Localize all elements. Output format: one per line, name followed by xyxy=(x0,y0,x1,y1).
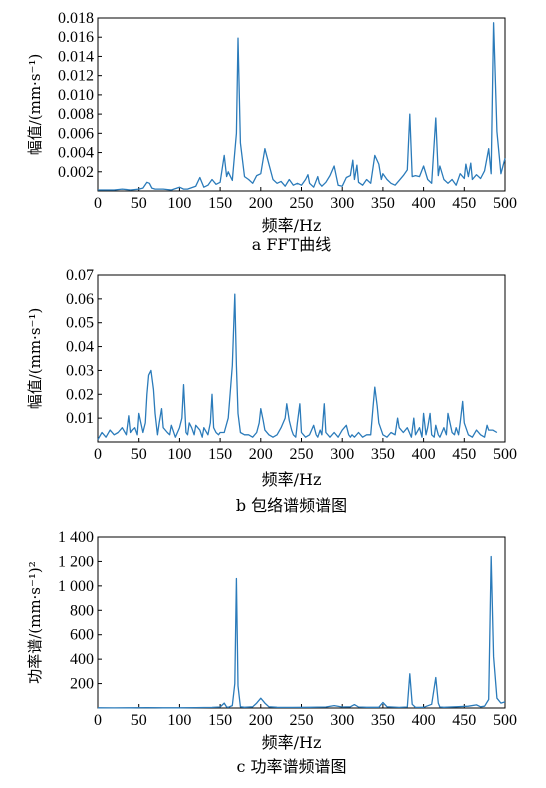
envelope-x-tick-label: 200 xyxy=(249,446,273,463)
fft-caption: a FFT曲线 xyxy=(252,235,332,254)
power-x-tick-label: 200 xyxy=(249,712,273,729)
fft-y-tick-label: 0.014 xyxy=(58,48,94,65)
fft-x-tick-label: 300 xyxy=(330,195,354,212)
power-series-line xyxy=(97,555,506,709)
power-x-axis-label: 频率/Hz xyxy=(262,733,322,752)
envelope-x-tick-label: 300 xyxy=(330,446,354,463)
envelope-y-tick-label: 0.01 xyxy=(66,410,94,427)
fft-y-tick-label: 0.008 xyxy=(58,106,94,123)
fft-x-tick-label: 150 xyxy=(208,195,232,212)
envelope-y-tick-label: 0.03 xyxy=(66,362,94,379)
power-x-tick-label: 50 xyxy=(131,712,147,729)
fft-x-tick-label: 250 xyxy=(290,195,314,212)
power-x-tick-label: 500 xyxy=(493,712,517,729)
fft-y-tick-label: 0.016 xyxy=(58,29,94,46)
power-y-tick-label: 1 000 xyxy=(58,578,94,595)
power-y-tick-label: 200 xyxy=(70,676,94,693)
envelope-spectrum-chart: 0 50 100 150 200 250 300 350 400 450 500 0.01 0.02 0.… xyxy=(26,267,517,515)
envelope-x-tick-label: 0 xyxy=(94,446,102,463)
fft-x-tick-label: 400 xyxy=(412,195,436,212)
power-y-tick-label: 1 200 xyxy=(58,553,94,570)
power-y-tick-label: 400 xyxy=(70,651,94,668)
fft-plot-frame xyxy=(97,17,506,192)
envelope-x-tick-label: 150 xyxy=(208,446,232,463)
power-x-tick-label: 250 xyxy=(290,712,314,729)
envelope-y-tick-label: 0.06 xyxy=(66,291,94,308)
power-spectrum-chart: 0 50 100 150 200 250 300 350 400 450 500 200 400 600 8… xyxy=(26,529,517,776)
envelope-caption: b 包络谱频谱图 xyxy=(236,496,347,515)
fft-x-axis-label: 频率/Hz xyxy=(262,216,322,235)
envelope-x-tick-label: 450 xyxy=(452,446,476,463)
power-x-tick-label: 350 xyxy=(371,712,395,729)
power-x-tick-label: 0 xyxy=(94,712,102,729)
fft-x-tick-label: 450 xyxy=(452,195,476,212)
fft-x-tick-label: 350 xyxy=(371,195,395,212)
envelope-y-axis-label: 幅值/(mm·s⁻¹) xyxy=(26,308,44,410)
envelope-x-tick-label: 400 xyxy=(412,446,436,463)
envelope-y-tick-label: 0.05 xyxy=(66,315,94,332)
power-caption: c 功率谱频谱图 xyxy=(236,757,346,776)
power-y-tick-label: 600 xyxy=(70,627,94,644)
power-x-tick-label: 400 xyxy=(412,712,436,729)
envelope-x-tick-label: 50 xyxy=(131,446,147,463)
power-plot-frame xyxy=(97,536,506,709)
fft-x-tick-label: 50 xyxy=(131,195,147,212)
fft-y-tick-label: 0.004 xyxy=(58,145,94,162)
power-x-tick-label: 150 xyxy=(208,712,232,729)
envelope-x-axis-label: 频率/Hz xyxy=(262,470,322,489)
fft-x-tick-label: 500 xyxy=(493,195,517,212)
envelope-y-tick-label: 0.02 xyxy=(66,386,94,403)
power-y-tick-label: 800 xyxy=(70,602,94,619)
envelope-series-line xyxy=(97,293,498,440)
envelope-x-tick-label: 500 xyxy=(493,446,517,463)
envelope-y-tick-label: 0.07 xyxy=(66,267,94,284)
fft-y-axis-label: 幅值/(mm·s⁻¹) xyxy=(26,54,44,156)
power-y-axis-label: 功率谱/(mm·s⁻¹)² xyxy=(26,561,44,684)
fft-y-tick-label: 0.018 xyxy=(58,10,94,27)
power-x-tick-label: 100 xyxy=(167,712,191,729)
power-y-tick-label: 1 400 xyxy=(58,529,94,546)
envelope-x-tick-label: 100 xyxy=(167,446,191,463)
power-x-tick-label: 300 xyxy=(330,712,354,729)
fft-x-tick-label: 100 xyxy=(167,195,191,212)
envelope-x-tick-label: 250 xyxy=(290,446,314,463)
fft-series-line xyxy=(98,22,506,191)
fft-y-tick-label: 0.002 xyxy=(58,164,94,181)
fft-y-tick-label: 0.010 xyxy=(58,87,94,104)
envelope-y-tick-label: 0.04 xyxy=(66,339,94,356)
envelope-x-tick-label: 350 xyxy=(371,446,395,463)
power-x-tick-label: 450 xyxy=(452,712,476,729)
fft-x-tick-label: 200 xyxy=(249,195,273,212)
fft-chart: 0 50 100 150 200 250 300 350 400 450 500 0.002 0.004… xyxy=(26,10,517,254)
fft-y-tick-label: 0.012 xyxy=(58,68,94,85)
fft-y-tick-label: 0.006 xyxy=(58,125,94,142)
fft-x-tick-label: 0 xyxy=(94,195,102,212)
envelope-plot-frame xyxy=(97,274,506,443)
